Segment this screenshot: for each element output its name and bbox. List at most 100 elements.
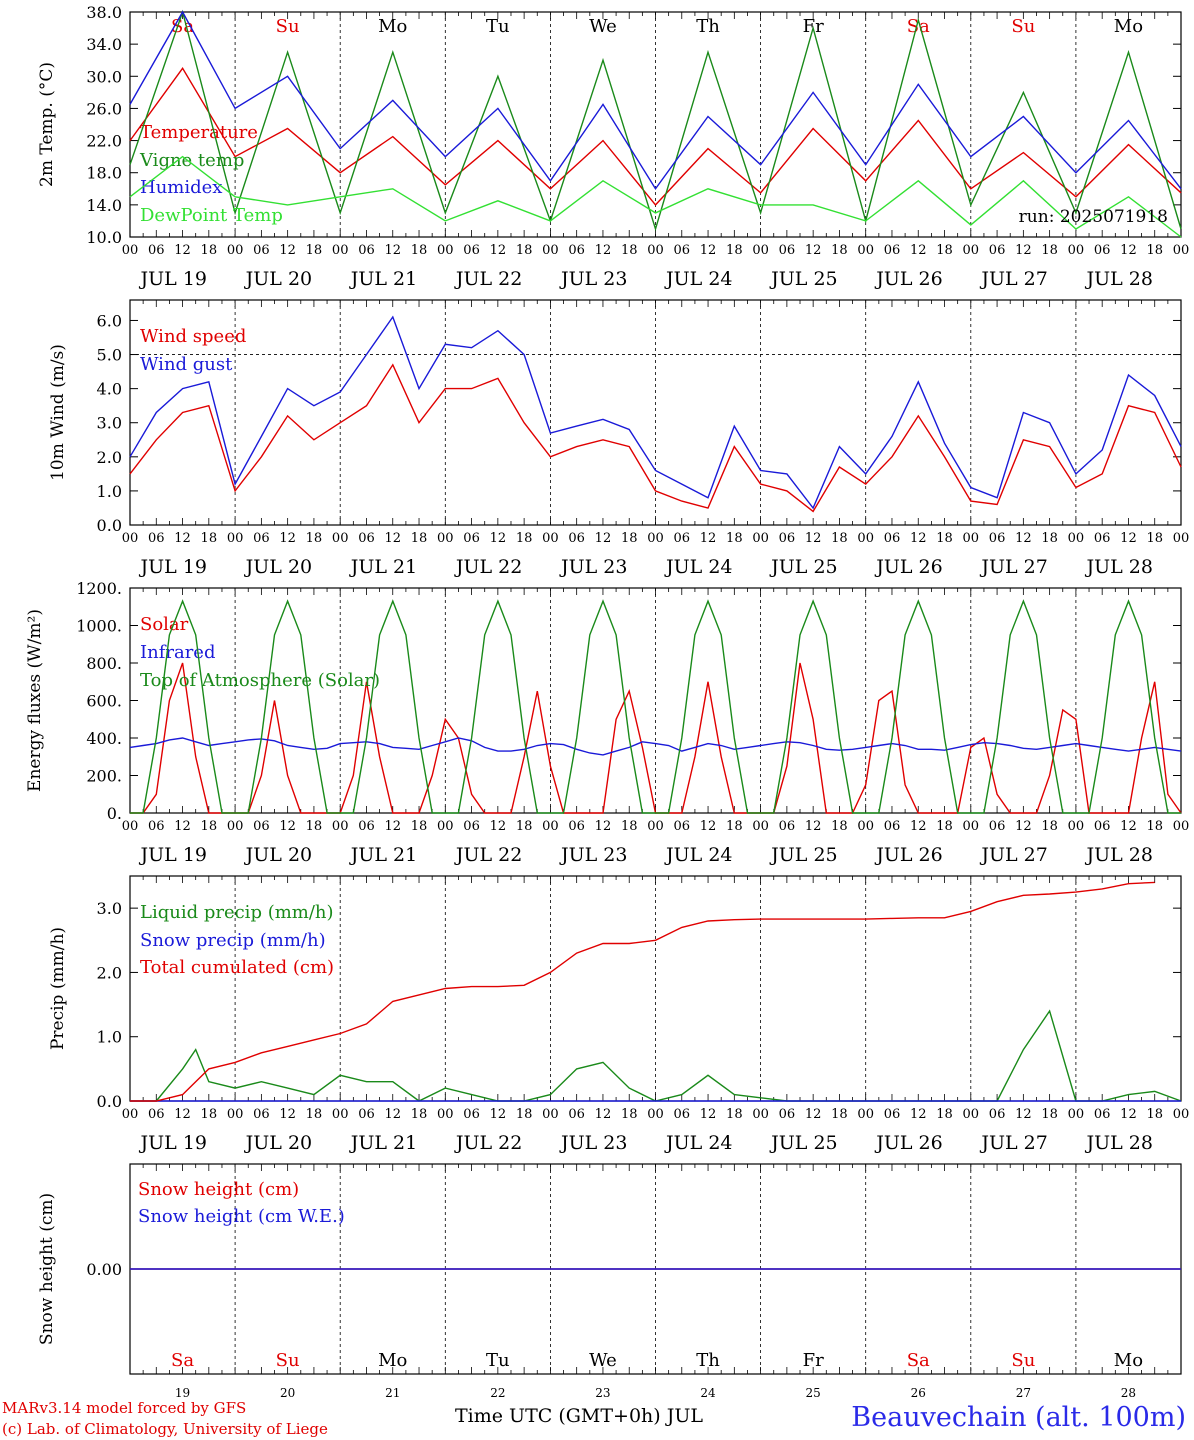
weekday-label: Mo — [1114, 16, 1143, 37]
hour-tick-label: 18 — [411, 531, 428, 546]
hour-tick-label: 12 — [490, 819, 507, 834]
hour-tick-label: 00 — [122, 531, 139, 546]
hour-tick-label: 12 — [490, 531, 507, 546]
y-axis-label: Energy fluxes (W/m²) — [25, 609, 45, 792]
date-label: JUL 26 — [874, 844, 942, 866]
hour-tick-label: 18 — [201, 1107, 218, 1122]
hour-tick-label: 18 — [936, 531, 953, 546]
date-label: JUL 24 — [664, 1132, 732, 1154]
hour-tick-label: 00 — [752, 243, 769, 258]
hour-tick-label: 18 — [516, 1107, 533, 1122]
day-number-label: 22 — [490, 1386, 505, 1400]
hour-tick-label: 18 — [411, 819, 428, 834]
hour-tick-label: 12 — [910, 1107, 927, 1122]
date-label: JUL 20 — [244, 556, 312, 578]
hour-tick-label: 12 — [910, 531, 927, 546]
panel-1: 10.0 14.0 18.0 22.0 26.0 30.0 34.0 38.0 2m Temp.… — [37, 3, 1189, 290]
hour-tick-label: 00 — [122, 243, 139, 258]
hour-tick-label: 18 — [1041, 819, 1058, 834]
y-tick-label: 3.0 — [97, 414, 122, 433]
date-label: JUL 27 — [979, 556, 1047, 578]
hour-tick-label: 18 — [726, 1107, 743, 1122]
panel-frame — [129, 587, 1182, 814]
hour-tick-label: 00 — [1173, 531, 1190, 546]
hour-tick-label: 18 — [831, 531, 848, 546]
hour-tick-label: 18 — [831, 1107, 848, 1122]
hour-tick-label: 00 — [1068, 819, 1085, 834]
legend-entry: Infrared — [140, 642, 215, 663]
hour-tick-label: 00 — [647, 1107, 664, 1122]
day-number-label: 21 — [385, 1386, 400, 1400]
hour-tick-label: 00 — [963, 531, 980, 546]
hour-tick-label: 12 — [279, 243, 296, 258]
hour-tick-label: 18 — [726, 243, 743, 258]
weekday-label: Su — [1011, 1350, 1035, 1371]
y-tick-label: 34.0 — [86, 35, 122, 54]
legend-entry: Top of Atmosphere (Solar) — [140, 670, 380, 691]
run-annotation: run: 2025071918 — [1019, 207, 1168, 227]
hour-tick-label: 18 — [306, 531, 323, 546]
series-line-3 — [130, 599, 1181, 814]
hour-tick-label: 12 — [279, 819, 296, 834]
date-label: JUL 25 — [769, 268, 837, 290]
y-axis-label: Precip (mm/h) — [48, 927, 68, 1050]
hour-tick-label: 18 — [621, 1107, 638, 1122]
hour-tick-label: 12 — [384, 1107, 401, 1122]
legend-entry: Solar — [140, 614, 189, 635]
hour-tick-label: 18 — [516, 819, 533, 834]
legend-entry: Snow height (cm W.E.) — [138, 1206, 345, 1227]
hour-tick-label: 12 — [1015, 243, 1032, 258]
day-number-label: 20 — [280, 1386, 295, 1400]
hour-tick-label: 18 — [306, 819, 323, 834]
hour-tick-label: 18 — [201, 243, 218, 258]
hour-tick-label: 12 — [1120, 243, 1137, 258]
hour-tick-label: 12 — [595, 819, 612, 834]
series-line-1 — [129, 67, 1182, 206]
hour-tick-label: 06 — [884, 1107, 901, 1122]
hour-tick-label: 12 — [174, 1107, 191, 1122]
hour-tick-label: 06 — [674, 1107, 691, 1122]
hour-tick-label: 06 — [989, 243, 1006, 258]
date-label: JUL 24 — [664, 844, 732, 866]
hour-tick-label: 06 — [568, 1107, 585, 1122]
weekday-label: Sa — [907, 16, 930, 37]
y-tick-label: 4.0 — [97, 380, 122, 399]
hour-tick-label: 06 — [989, 531, 1006, 546]
hour-tick-label: 06 — [1094, 819, 1111, 834]
legend-entry: DewPoint Temp — [140, 205, 283, 226]
weekday-label: Th — [696, 1350, 720, 1371]
hour-tick-label: 06 — [568, 819, 585, 834]
hour-tick-label: 06 — [568, 531, 585, 546]
hour-tick-label: 12 — [1015, 1107, 1032, 1122]
hour-tick-label: 06 — [884, 531, 901, 546]
hour-tick-label: 18 — [1041, 531, 1058, 546]
y-tick-label: 30.0 — [86, 67, 122, 86]
series-line-2 — [129, 315, 1182, 510]
y-tick-label: 3.0 — [97, 899, 122, 918]
hour-tick-label: 00 — [122, 819, 139, 834]
hour-tick-label: 00 — [752, 819, 769, 834]
hour-tick-label: 12 — [279, 1107, 296, 1122]
hour-tick-label: 12 — [595, 243, 612, 258]
hour-tick-label: 18 — [1146, 1107, 1163, 1122]
hour-tick-label: 12 — [910, 243, 927, 258]
day-number-label: 27 — [1016, 1386, 1031, 1400]
y-tick-label: 2.0 — [97, 963, 122, 982]
hour-tick-label: 12 — [384, 243, 401, 258]
hour-tick-label: 06 — [463, 243, 480, 258]
date-label: JUL 24 — [664, 268, 732, 290]
hour-tick-label: 12 — [700, 531, 717, 546]
hour-tick-label: 06 — [253, 243, 270, 258]
hour-tick-label: 12 — [490, 243, 507, 258]
panel-2: 0.0 1.0 2.0 3.0 4.0 5.0 6.0 10m Wind (m/s) Wind … — [48, 299, 1190, 578]
hour-tick-label: 06 — [463, 819, 480, 834]
series-line-2 — [129, 737, 1182, 756]
weekday-label: Sa — [171, 1350, 194, 1371]
date-label: JUL 26 — [874, 556, 942, 578]
date-label: JUL 26 — [874, 268, 942, 290]
legend-entry: Liquid precip (mm/h) — [140, 902, 334, 923]
hour-tick-label: 12 — [174, 531, 191, 546]
day-number-label: 23 — [595, 1386, 610, 1400]
y-tick-label: 6.0 — [97, 311, 122, 330]
date-label: JUL 19 — [139, 844, 207, 866]
